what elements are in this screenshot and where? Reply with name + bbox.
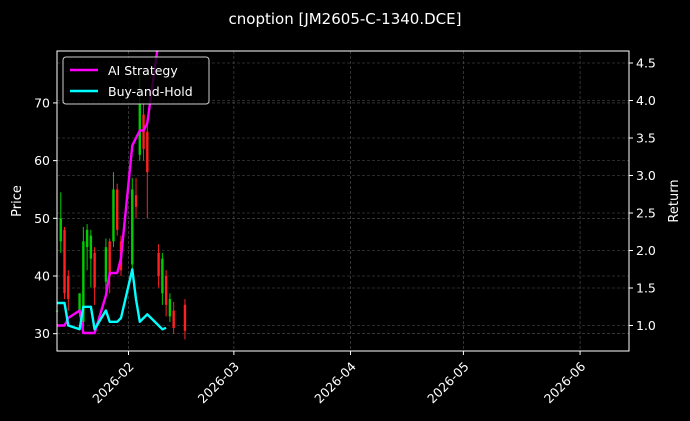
- candle-body: [89, 235, 93, 259]
- y-tick-label-right: 1.5: [636, 281, 656, 296]
- candle-body: [138, 102, 141, 155]
- y-tick-label-right: 4.5: [636, 56, 656, 71]
- candle-body: [168, 299, 172, 317]
- candle-body: [161, 258, 164, 294]
- x-tick-label: 2026-03: [195, 359, 243, 407]
- candle-body: [112, 189, 115, 242]
- y-tick-label-right: 2.0: [636, 243, 656, 258]
- y-tick-label-right: 3.0: [636, 168, 656, 183]
- x-tick-label: 2026-05: [424, 359, 472, 407]
- candle-body: [116, 189, 119, 230]
- candle-body: [63, 229, 66, 294]
- candle-body: [93, 252, 96, 288]
- candle-body: [134, 195, 138, 207]
- candle-body: [183, 304, 187, 331]
- candle-body: [67, 276, 70, 300]
- legend-label-ai: AI Strategy: [108, 63, 178, 78]
- candle-body: [108, 241, 111, 276]
- y-tick-label-left: 70: [34, 95, 50, 110]
- y-tick-label-left: 40: [34, 269, 50, 284]
- series-line-buy-and-hold: [57, 268, 167, 331]
- y-tick-label-left: 30: [34, 326, 50, 341]
- candle-body: [157, 252, 160, 276]
- y-tick-label-right: 1.0: [636, 318, 656, 333]
- grid: [57, 51, 629, 351]
- plot-frame: [56, 50, 630, 352]
- legend-label-bh: Buy-and-Hold: [108, 84, 193, 99]
- candle-body: [146, 131, 149, 173]
- legend-box: [62, 56, 210, 105]
- candle-body: [164, 276, 168, 305]
- candle-body: [82, 241, 85, 323]
- candle-body: [78, 293, 81, 311]
- y-axis-left-label: Price: [10, 185, 25, 217]
- return-lines: [57, 51, 167, 335]
- legend: AI Strategy Buy-and-Hold: [62, 56, 210, 105]
- y-tick-label-left: 50: [34, 211, 50, 226]
- candle-body: [142, 114, 145, 150]
- y-tick-label-right: 3.5: [636, 131, 656, 146]
- y-tick-label-left: 60: [34, 153, 50, 168]
- chart-title: cnoption [JM2605-C-1340.DCE]: [229, 10, 462, 28]
- candlesticks: [55, 74, 187, 340]
- axes: 2026-02 2026-03 2026-04 2026-05 2026-06 30 40 5…: [34, 56, 656, 407]
- candle-body: [85, 229, 89, 248]
- candle-body: [131, 189, 134, 265]
- candle-body: [172, 310, 175, 328]
- x-tick-label: 2026-04: [311, 359, 359, 407]
- candle-body: [104, 247, 108, 282]
- y-axis-right-label: Return: [667, 179, 682, 222]
- x-tick-label: 2026-06: [541, 359, 589, 407]
- y-tick-label-right: 2.5: [636, 206, 656, 221]
- y-tick-label-right: 4.0: [636, 93, 656, 108]
- candle-body: [59, 218, 62, 242]
- x-tick-label: 2026-02: [89, 359, 137, 407]
